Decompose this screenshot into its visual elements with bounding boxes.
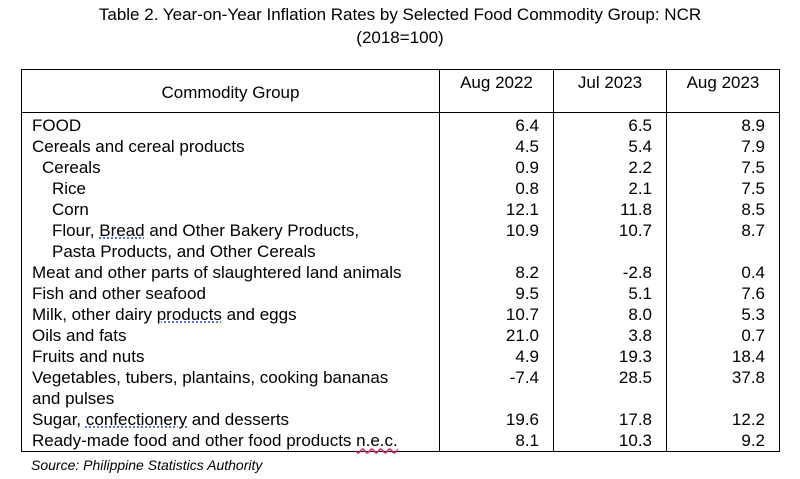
table-row: FOOD 6.4 6.5 8.9 [21,112,780,136]
name-text: Milk, other dairy [32,305,157,324]
row-name: Ready-made food and other food products … [21,430,440,452]
value-jul-2023: 5.4 [553,136,667,157]
value-jul-2023: 2.2 [553,157,667,178]
value-aug-2023: 8.5 [666,199,780,220]
row-name: Oils and fats [21,325,440,346]
value-aug-2023: 7.6 [666,283,780,304]
header-commodity-group: Commodity Group [21,69,440,113]
name-text: Sugar, [32,410,86,429]
row-name: Corn [21,199,440,220]
name-text: and desserts [187,410,290,429]
spellcheck-marked-word: Bread [99,221,145,240]
value-aug-2022: 10.7 [439,304,554,325]
header-aug-2022: Aug 2022 [439,69,554,113]
table-row: Corn 12.1 11.8 8.5 [21,199,780,220]
value-aug-2023: 8.9 [666,112,780,136]
row-name: Cereals and cereal products [21,136,440,157]
row-name: Flour, Bread and Other Bakery Products, P… [21,220,440,262]
value-aug-2022: 19.6 [439,409,554,430]
value-aug-2022: 4.9 [439,346,554,367]
value-aug-2023: 8.7 [666,220,780,262]
value-jul-2023: 19.3 [553,346,667,367]
value-jul-2023: 10.7 [553,220,667,262]
table-row: Rice 0.8 2.1 7.5 [21,178,780,199]
row-name-line2: and pulses [32,389,115,408]
value-aug-2023: 0.7 [666,325,780,346]
row-name: FOOD [21,112,440,136]
table-row: Milk, other dairy products and eggs 10.7… [21,304,780,325]
row-name-line2: Pasta Products, and Other Cereals [52,242,316,261]
value-aug-2023: 7.5 [666,178,780,199]
table-row: Fish and other seafood 9.5 5.1 7.6 [21,283,780,304]
value-aug-2022: 8.2 [439,262,554,283]
header-jul-2023: Jul 2023 [553,69,667,113]
value-aug-2023: 9.2 [666,430,780,452]
header-row: Commodity Group Aug 2022 Jul 2023 Aug 20… [21,69,780,113]
spellcheck-marked-word: n.e.c. [356,431,398,450]
row-name: Rice [21,178,440,199]
name-text: Flour, [52,221,100,240]
value-aug-2022: 8.1 [439,430,554,452]
value-aug-2023: 0.4 [666,262,780,283]
value-aug-2023: 37.8 [666,367,780,409]
table-row: Ready-made food and other food products … [21,430,780,452]
spellcheck-marked-word: confectionery [85,410,187,429]
value-jul-2023: 3.8 [553,325,667,346]
table-subtitle: (2018=100) [356,28,444,47]
table-row: Fruits and nuts 4.9 19.3 18.4 [21,346,780,367]
row-name: Vegetables, tubers, plantains, cooking b… [21,367,440,409]
value-aug-2022: 6.4 [439,112,554,136]
value-jul-2023: 6.5 [553,112,667,136]
value-aug-2022: 4.5 [439,136,554,157]
value-aug-2022: 0.8 [439,178,554,199]
name-text: and eggs [221,305,297,324]
value-aug-2022: 9.5 [439,283,554,304]
value-jul-2023: -2.8 [553,262,667,283]
source-note: Source: Philippine Statistics Authority [31,457,263,473]
table-row: Cereals 0.9 2.2 7.5 [21,157,780,178]
name-text: Ready-made food and other food products [32,431,357,450]
value-jul-2023: 28.5 [553,367,667,409]
row-name: Milk, other dairy products and eggs [21,304,440,325]
value-aug-2023: 18.4 [666,346,780,367]
value-aug-2022: -7.4 [439,367,554,409]
value-jul-2023: 5.1 [553,283,667,304]
row-name: Fruits and nuts [21,346,440,367]
row-name-line1: Vegetables, tubers, plantains, cooking b… [32,368,389,387]
table-title: Table 2. Year-on-Year Inflation Rates by… [98,5,702,24]
header-aug-2023: Aug 2023 [666,69,780,113]
value-jul-2023: 11.8 [553,199,667,220]
value-aug-2022: 10.9 [439,220,554,262]
row-name: Sugar, confectionery and desserts [21,409,440,430]
spellcheck-marked-word: products [156,305,222,324]
value-aug-2023: 5.3 [666,304,780,325]
table-row: Cereals and cereal products 4.5 5.4 7.9 [21,136,780,157]
row-name: Fish and other seafood [21,283,440,304]
value-aug-2022: 21.0 [439,325,554,346]
value-aug-2023: 7.5 [666,157,780,178]
value-jul-2023: 17.8 [553,409,667,430]
table-row: Meat and other parts of slaughtered land… [21,262,780,283]
row-name: Cereals [21,157,440,178]
row-name: Meat and other parts of slaughtered land… [21,262,440,283]
value-aug-2023: 12.2 [666,409,780,430]
table-row: Flour, Bread and Other Bakery Products, P… [21,220,780,262]
inflation-table: Commodity Group Aug 2022 Jul 2023 Aug 20… [21,69,780,452]
name-text: and Other Bakery Products, [144,221,360,240]
row-name-line1: Flour, Bread and Other Bakery Products, [52,220,439,241]
table-row: Oils and fats 21.0 3.8 0.7 [21,325,780,346]
value-aug-2022: 0.9 [439,157,554,178]
table-row: Sugar, confectionery and desserts 19.6 1… [21,409,780,430]
table-row: Vegetables, tubers, plantains, cooking b… [21,367,780,409]
value-jul-2023: 10.3 [553,430,667,452]
value-jul-2023: 8.0 [553,304,667,325]
value-aug-2023: 7.9 [666,136,780,157]
value-aug-2022: 12.1 [439,199,554,220]
value-jul-2023: 2.1 [553,178,667,199]
